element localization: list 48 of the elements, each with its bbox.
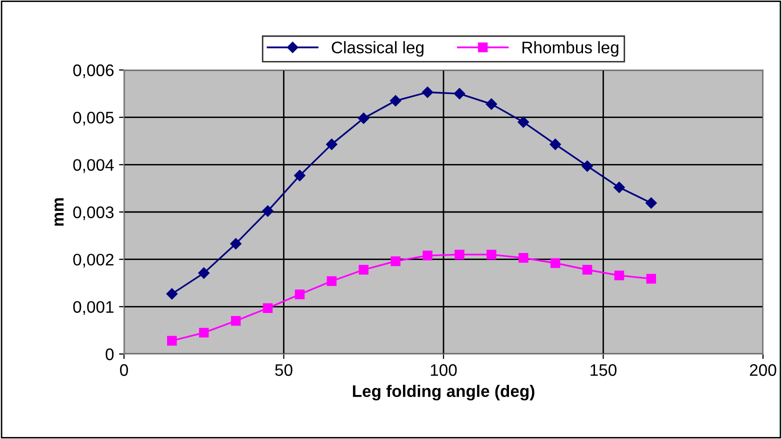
y-axis-title: mm (54, 198, 64, 226)
point (454, 88, 466, 100)
y-tick-label: 0,001 (73, 301, 114, 315)
point (422, 250, 432, 260)
point (550, 258, 560, 268)
point (518, 253, 528, 263)
point (326, 276, 337, 286)
point (614, 182, 625, 193)
y-tick-label: 0 (106, 348, 114, 360)
point (614, 270, 624, 280)
y-tick-label: 0,005 (73, 112, 114, 126)
y-tick-label: 0,003 (73, 206, 114, 220)
point (358, 112, 370, 124)
point (454, 250, 464, 260)
point (294, 290, 305, 300)
x-tick-label: 100 (430, 364, 457, 376)
y-tick-label: 0,004 (73, 159, 114, 173)
y-tick-label: 0,002 (73, 254, 114, 268)
point (198, 267, 210, 279)
point (390, 95, 402, 106)
point (390, 256, 400, 266)
point (358, 264, 368, 275)
point (486, 98, 498, 110)
point (646, 197, 657, 209)
point (422, 86, 434, 98)
point (166, 288, 178, 300)
legend-label: Classical leg (332, 41, 424, 57)
point (230, 316, 241, 326)
point (582, 160, 593, 172)
point (518, 116, 529, 128)
point (262, 205, 274, 217)
point (167, 336, 177, 346)
point (230, 238, 242, 250)
point (582, 264, 592, 275)
point (199, 328, 209, 338)
x-axis-title: Leg folding angle (deg) (352, 384, 534, 400)
y-tick-label: 0,006 (73, 64, 114, 78)
legend-label: Rhombus leg (522, 41, 618, 57)
point (486, 250, 496, 260)
point (326, 138, 338, 150)
point (550, 138, 561, 150)
point (294, 170, 306, 182)
point (262, 303, 273, 313)
x-tick-label: 200 (750, 364, 776, 376)
x-tick-label: 150 (590, 364, 617, 376)
x-tick-label: 50 (275, 364, 292, 376)
point (646, 274, 656, 284)
x-tick-label: 0 (120, 364, 128, 376)
